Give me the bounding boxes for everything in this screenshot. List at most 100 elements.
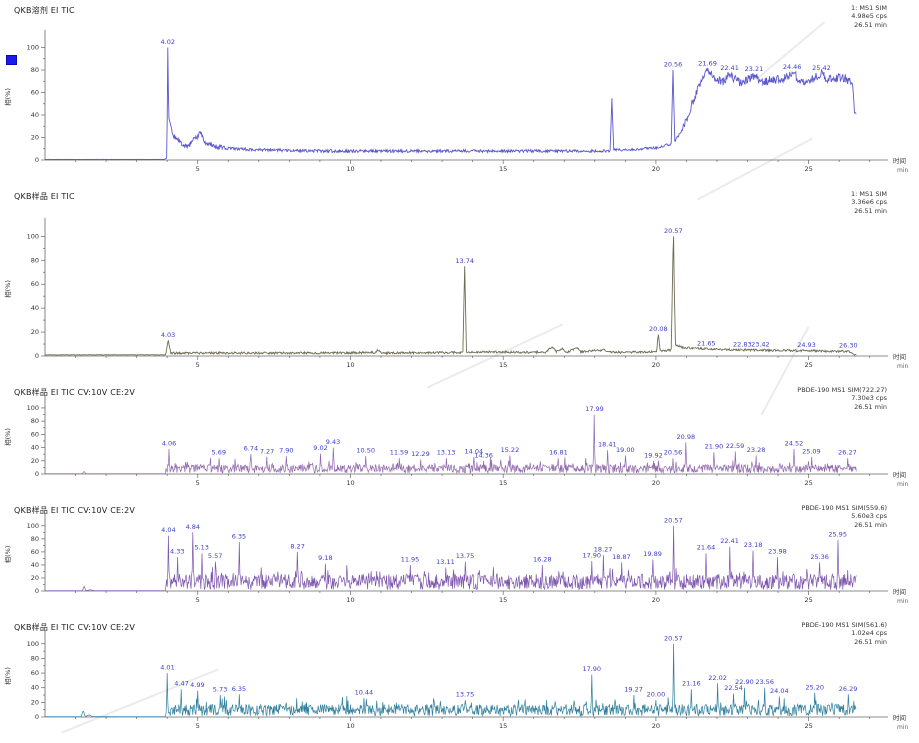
x-tick-label: 10 [346, 361, 354, 369]
x-tick-label: 5 [196, 722, 200, 730]
peak-label: 5.69 [212, 449, 226, 457]
y-tick-label: 0 [35, 470, 39, 478]
peak-label: 11.95 [401, 555, 420, 563]
peak-label: 4.47 [174, 680, 188, 688]
peak-label: 6.74 [244, 445, 258, 453]
x-axis-unit: min [897, 363, 909, 370]
peak-label: 18.27 [594, 546, 613, 554]
x-tick-label: 20 [652, 165, 660, 173]
peak-label: 22.41 [720, 64, 739, 72]
peak-label: 25.20 [805, 683, 824, 691]
panel-title: QKB样品 EI TIC [14, 192, 75, 201]
y-tick-label: 40 [31, 444, 39, 452]
x-tick-label: 5 [196, 165, 200, 173]
peak-label: 7.27 [260, 447, 274, 455]
peak-label: 18.41 [598, 441, 617, 449]
x-axis-title: 时间 [893, 156, 906, 165]
peak-label: 25.09 [802, 447, 821, 455]
x-tick-label: 25 [804, 596, 812, 604]
selected-trace-marker-icon [6, 55, 17, 65]
peak-label: 4.01 [160, 664, 174, 672]
panel-info-line: 4.98e5 cps [851, 12, 887, 21]
peak-label: 10.44 [355, 688, 374, 696]
peak-label: 21.64 [697, 544, 716, 552]
chromatogram-plot: 0 20 40 60 80 100 5 10 15 20 25 相(%) 时间 min 4.02 20.56 2… [3, 30, 909, 174]
chromatogram-plot: 0 20 40 60 80 100 5 10 15 20 25 相(%) 时间 min 4.04 4.33 4.… [3, 514, 909, 605]
panel-title: QKB样品 EI TIC CV:10V CE:2V [14, 506, 136, 515]
peak-label: 23.42 [751, 341, 770, 349]
panel-info: 1: MS1 SIM 3.36e6 cps 26.51 min [851, 190, 887, 215]
x-tick-label: 5 [196, 479, 200, 487]
chromatogram-plot: 0 20 40 60 80 100 5 10 15 20 25 相(%) 时间 min 4.014.47 4.… [3, 631, 909, 731]
peak-label: 4.33 [170, 548, 184, 556]
y-tick-label: 80 [31, 66, 39, 74]
y-tick-label: 0 [35, 713, 39, 721]
peak-label: 24.04 [770, 687, 789, 695]
peak-label: 20.57 [664, 516, 683, 524]
y-tick-label: 20 [31, 574, 39, 582]
peak-label: 5.73 [213, 686, 227, 694]
peak-label: 19.27 [624, 686, 643, 694]
chromatogram-panel-sample-tic: 0 20 40 60 80 100 5 10 15 20 25 相(%) 时间 min 4.03 13.74 2… [0, 186, 919, 382]
y-tick-label: 0 [35, 156, 39, 164]
y-tick-label: 20 [31, 328, 39, 336]
peak-label: 7.90 [279, 447, 293, 455]
peak-label: 17.99 [585, 405, 604, 413]
x-axis-title: 时间 [893, 352, 906, 361]
y-axis-title: 相(%) [3, 280, 12, 298]
y-tick-label: 80 [31, 654, 39, 662]
panel-info-line: 1: MS1 SIM [851, 190, 887, 198]
x-tick-label: 20 [652, 479, 660, 487]
peak-label: 5.13 [194, 544, 208, 552]
peak-label: 6.35 [232, 533, 246, 541]
peak-label: 4.04 [161, 526, 175, 534]
x-tick-label: 25 [804, 165, 812, 173]
x-tick-label: 15 [499, 722, 507, 730]
y-axis-title: 相(%) [3, 428, 12, 446]
trace-line [45, 643, 857, 718]
peak-label: 24.46 [783, 63, 802, 71]
peak-label: 25.95 [828, 531, 847, 539]
peak-label: 21.69 [698, 59, 717, 67]
y-tick-label: 100 [27, 404, 39, 412]
peak-label: 13.11 [436, 558, 455, 566]
peak-label: 10.50 [356, 447, 375, 455]
panel-info-line: PBDE-190 MS1 SIM(561.6) [801, 621, 887, 629]
y-tick-label: 60 [31, 430, 39, 438]
peak-label: 25.42 [812, 64, 831, 72]
panel-info-line: 3.36e6 cps [851, 198, 887, 207]
peak-label: 21.65 [697, 339, 716, 347]
y-tick-label: 60 [31, 669, 39, 677]
peak-label: 18.87 [612, 553, 631, 561]
y-axis-title: 相(%) [3, 88, 12, 106]
panel-info-line: 26.51 min [854, 402, 887, 411]
x-axis-title: 时间 [893, 713, 906, 722]
peak-label: 20.08 [649, 325, 668, 333]
peak-label: 23.28 [747, 446, 766, 454]
peak-label: 23.98 [768, 548, 787, 556]
peak-label: 8.27 [290, 542, 304, 550]
y-tick-label: 60 [31, 548, 39, 556]
chromatogram-panel-solvent-tic: 0 20 40 60 80 100 5 10 15 20 25 相(%) 时间 min 4.02 20.56 2… [0, 0, 919, 186]
y-tick-label: 40 [31, 684, 39, 692]
peak-label: 21.90 [705, 443, 724, 451]
panel-info-line: PBDE-190 MS1 SIM(722.27) [797, 386, 887, 394]
peak-label: 20.56 [664, 61, 683, 69]
trace-line [45, 47, 857, 161]
chromatogram-plot: 0 20 40 60 80 100 5 10 15 20 25 相(%) 时间 min 4.06 5.69 6.… [3, 396, 909, 488]
peak-label: 16.28 [533, 555, 552, 563]
peak-label: 13.74 [455, 257, 474, 265]
peak-label: 4.02 [161, 38, 175, 46]
x-tick-label: 25 [804, 361, 812, 369]
y-axis-title: 相(%) [3, 667, 12, 685]
peak-label: 26.29 [839, 685, 858, 693]
peak-label: 4.84 [186, 523, 200, 531]
panel-info-line: 26.51 min [854, 637, 887, 646]
y-axis-title: 相(%) [3, 546, 12, 564]
peak-label: 12.29 [411, 450, 430, 458]
peak-label: 20.57 [664, 227, 683, 235]
peak-label: 4.03 [161, 331, 175, 339]
x-tick-label: 10 [346, 722, 354, 730]
peak-label: 26.27 [838, 449, 857, 457]
x-tick-label: 15 [499, 165, 507, 173]
